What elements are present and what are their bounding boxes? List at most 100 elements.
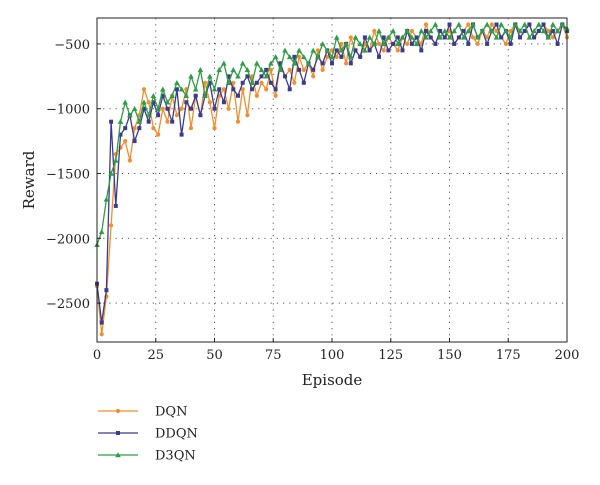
d3qn-data-point	[282, 47, 288, 53]
ddqn-data-point	[461, 28, 466, 33]
d3qn-data-point	[108, 170, 114, 176]
d3qn-data-point	[413, 41, 420, 47]
dqn-data-point	[254, 93, 259, 98]
d3qn-data-point	[221, 60, 227, 66]
ddqn-data-point	[442, 35, 447, 40]
ddqn-data-point	[494, 22, 499, 27]
ddqn-data-point	[156, 113, 161, 118]
d3qn-data-point	[329, 54, 335, 60]
dqn-data-point	[297, 54, 302, 59]
ddqn-data-point	[414, 35, 419, 40]
ddqn-data-point	[193, 93, 198, 98]
dqn-data-point	[287, 67, 292, 72]
d3qn-data-point	[127, 112, 133, 118]
ddqn-data-point	[123, 126, 128, 131]
ddqn-data-point	[377, 54, 381, 59]
ddqn-data-point	[550, 28, 555, 33]
d3qn-data-point	[479, 28, 486, 34]
dqn-data-point	[494, 28, 499, 34]
dqn-data-point	[489, 22, 494, 27]
d3qn-data-point	[164, 99, 171, 105]
d3qn-data-point	[503, 28, 509, 34]
d3qn-data-point	[352, 34, 359, 40]
dqn-data-point	[156, 132, 161, 137]
legend-marker-ddqn	[116, 431, 120, 435]
d3qn-series	[94, 21, 570, 248]
ddqn-data-point	[240, 80, 245, 85]
series-layer	[94, 21, 570, 337]
legend-marker-dqn	[115, 408, 121, 414]
d3qn-data-point	[442, 28, 448, 34]
legend-item-dqn: DQN	[98, 405, 187, 420]
ddqn-data-point	[447, 22, 452, 27]
ddqn-data-point	[198, 113, 203, 118]
d3qn-data-point	[225, 80, 232, 86]
y-tick-label: −2500	[46, 297, 90, 312]
dqn-data-point	[423, 22, 429, 27]
dqn-data-point	[273, 93, 278, 98]
d3qn-data-point	[385, 34, 392, 40]
d3qn-data-point	[550, 21, 556, 27]
ddqn-data-point	[532, 35, 537, 40]
y-tick-label: −1000	[46, 103, 90, 118]
d3qn-data-point	[526, 34, 533, 40]
ddqn-data-point	[424, 28, 428, 33]
d3qn-data-point	[197, 67, 204, 73]
d3qn-data-point	[456, 21, 462, 27]
d3qn-data-point	[319, 41, 326, 47]
dqn-data-point	[207, 100, 212, 105]
ddqn-data-point	[221, 100, 226, 105]
ddqn-data-point	[330, 61, 334, 66]
dqn-data-point	[470, 35, 476, 40]
d3qn-data-point	[117, 118, 124, 124]
x-tick-label: 0	[93, 348, 101, 363]
y-tick-label: −1500	[46, 168, 90, 183]
ddqn-data-point	[189, 106, 193, 111]
ddqn-data-point	[273, 87, 278, 92]
ddqn-data-point	[118, 132, 123, 137]
d3qn-data-point	[155, 105, 161, 111]
d3qn-data-point	[498, 21, 504, 27]
ddqn-data-point	[400, 48, 405, 53]
dqn-data-point	[226, 106, 231, 111]
ddqn-data-point	[466, 41, 471, 46]
d3qn-data-point	[192, 86, 199, 92]
ddqn-data-point	[212, 106, 217, 111]
d3qn-data-point	[507, 34, 514, 40]
ddqn-data-point	[146, 119, 151, 124]
d3qn-data-point	[517, 28, 523, 34]
d3qn-data-point	[484, 21, 490, 27]
dqn-data-point	[231, 80, 236, 85]
legend: DQN DDQN D3QN	[98, 405, 198, 464]
dqn-data-point	[292, 80, 297, 85]
d3qn-data-point	[395, 41, 401, 47]
ddqn-data-point	[339, 54, 344, 59]
d3qn-data-point	[399, 34, 406, 40]
d3qn-data-point	[348, 54, 354, 60]
x-tick-label: 75	[265, 348, 282, 363]
axis-ticks: 0 25 50 75 100 125 150 175 200 −2500 −2000 −1500 −10…	[46, 38, 579, 363]
ddqn-data-point	[245, 74, 250, 79]
ddqn-data-point	[278, 61, 283, 66]
dqn-data-point	[146, 100, 151, 105]
d3qn-data-point	[169, 92, 175, 98]
ddqn-data-point	[536, 28, 541, 33]
dqn-data-point	[546, 28, 551, 34]
x-tick-label: 100	[320, 348, 345, 363]
dqn-data-point	[109, 223, 114, 228]
d3qn-data-point	[178, 86, 185, 92]
d3qn-data-point	[489, 28, 495, 34]
d3qn-data-point	[103, 196, 110, 202]
d3qn-data-point	[286, 54, 293, 60]
d3qn-data-point	[376, 28, 382, 34]
d3qn-data-point	[432, 21, 439, 27]
d3qn-data-point	[423, 34, 429, 40]
d3qn-data-point	[272, 54, 279, 60]
d3qn-data-point	[131, 105, 138, 111]
d3qn-data-point	[122, 99, 128, 105]
dqn-data-point	[123, 139, 128, 144]
ddqn-data-point	[311, 67, 316, 72]
dqn-data-point	[405, 41, 410, 47]
x-tick-label: 200	[555, 348, 580, 363]
legend-label-d3qn: D3QN	[155, 449, 196, 464]
